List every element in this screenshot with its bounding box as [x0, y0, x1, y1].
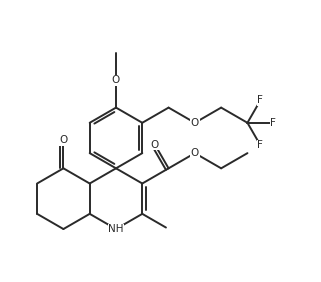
- Text: F: F: [257, 140, 263, 150]
- Text: O: O: [59, 135, 67, 146]
- Text: O: O: [191, 118, 199, 128]
- Text: NH: NH: [108, 224, 124, 234]
- Text: O: O: [151, 140, 159, 150]
- Text: F: F: [257, 95, 263, 105]
- Text: O: O: [112, 75, 120, 85]
- Text: O: O: [191, 148, 199, 158]
- Text: F: F: [270, 118, 276, 128]
